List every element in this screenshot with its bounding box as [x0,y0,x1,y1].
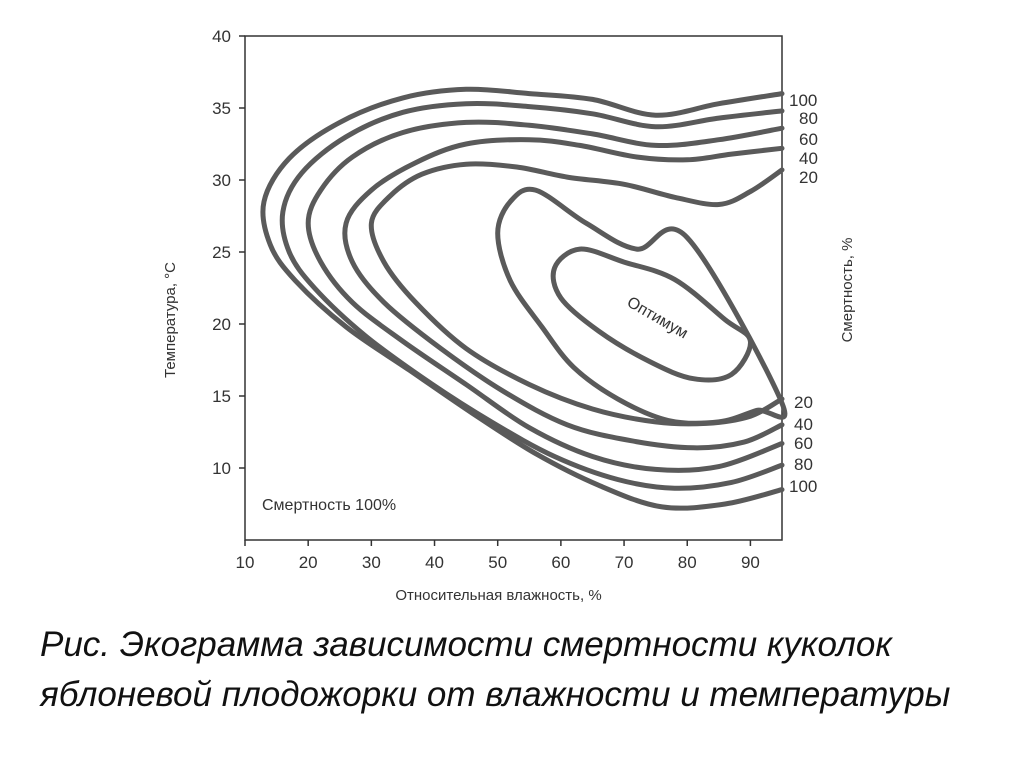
contour-level-label: 80 [799,109,818,128]
contour-level-label: 60 [799,130,818,149]
x-axis-title: Относительная влажность, % [395,587,601,604]
contour-level-label: 40 [794,415,813,434]
contour-line [495,186,788,426]
contour-line [342,137,785,451]
contour-level-label: 60 [794,434,813,453]
y-tick-label: 30 [212,171,231,190]
contour-line [279,100,785,491]
ecogram-chart: 10 20 30 40 50 60 70 80 90 10 15 20 25 30 35 40 Относите… [162,27,856,604]
contour-level-label: 100 [789,477,817,496]
contour-line [550,246,753,383]
y-tick-label: 40 [212,27,231,46]
right-axis-title: Смертность, % [839,238,856,343]
figure-caption: Рис. Экограмма зависимости смертности ку… [40,625,951,714]
x-tick-label: 40 [425,553,444,572]
y-axis-title: Температура, °C [162,262,179,378]
x-tick-label: 50 [488,553,507,572]
chart-contours [260,86,788,511]
contour-line [368,161,785,427]
x-tick-label: 80 [678,553,697,572]
contour-line [305,119,785,473]
y-tick-label: 20 [212,315,231,334]
x-tick-label: 30 [362,553,381,572]
y-tick-label: 15 [212,387,231,406]
contour-level-label: 80 [794,455,813,474]
y-tick-label: 10 [212,459,231,478]
plot-frame [244,35,783,541]
chart-axes [239,35,783,546]
contour-level-label: 100 [789,91,817,110]
contour-line [260,86,785,511]
x-tick-label: 90 [741,553,760,572]
x-tick-label: 70 [615,553,634,572]
optimum-label: Оптимум [624,294,691,342]
contour-level-label: 20 [794,393,813,412]
contour-level-label: 20 [799,168,818,187]
y-tick-label: 35 [212,99,231,118]
y-tick-label: 25 [212,243,231,262]
x-tick-label: 20 [299,553,318,572]
contour-level-label: 40 [799,149,818,168]
x-tick-label: 60 [551,553,570,572]
mortality-100-label: Смертность 100% [262,497,396,514]
x-tick-label: 10 [236,553,255,572]
